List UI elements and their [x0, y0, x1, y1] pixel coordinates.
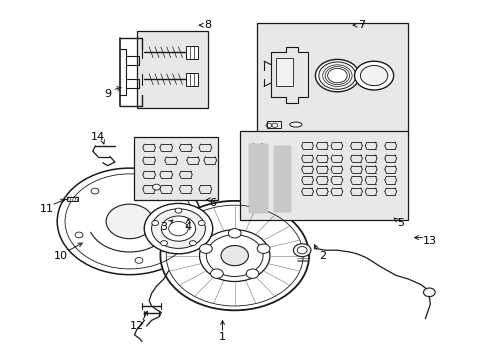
Circle shape: [318, 62, 355, 89]
Text: 2: 2: [319, 251, 325, 261]
Circle shape: [327, 68, 346, 83]
Circle shape: [423, 288, 434, 297]
Bar: [185, 46, 198, 59]
Circle shape: [221, 246, 248, 266]
Circle shape: [257, 244, 269, 253]
Circle shape: [297, 247, 306, 254]
Circle shape: [91, 188, 99, 194]
Circle shape: [151, 221, 158, 226]
Circle shape: [228, 229, 241, 238]
Text: 13: 13: [423, 236, 436, 246]
Circle shape: [293, 244, 310, 257]
Bar: [66, 197, 78, 201]
Circle shape: [152, 184, 160, 190]
Circle shape: [360, 66, 387, 86]
Circle shape: [199, 230, 269, 282]
Bar: [256, 23, 407, 135]
Bar: [137, 31, 207, 108]
Circle shape: [175, 208, 182, 213]
Text: 7: 7: [358, 20, 365, 30]
Circle shape: [199, 244, 212, 253]
Text: 11: 11: [40, 204, 53, 214]
Text: 9: 9: [104, 89, 111, 99]
Ellipse shape: [289, 122, 302, 127]
Circle shape: [144, 203, 212, 254]
Polygon shape: [257, 144, 266, 212]
Text: 1: 1: [219, 332, 225, 342]
Circle shape: [245, 269, 258, 278]
Text: 8: 8: [204, 20, 211, 30]
Bar: [185, 73, 198, 86]
Bar: [239, 131, 407, 220]
Bar: [276, 58, 293, 86]
Circle shape: [75, 232, 83, 238]
Circle shape: [151, 209, 205, 248]
Circle shape: [198, 221, 205, 226]
Text: 3: 3: [160, 222, 167, 232]
Bar: [134, 137, 217, 200]
Circle shape: [160, 201, 308, 310]
Text: 5: 5: [397, 218, 404, 228]
Circle shape: [172, 238, 180, 244]
Text: 14: 14: [91, 132, 104, 142]
Circle shape: [354, 61, 393, 90]
Polygon shape: [282, 146, 290, 211]
Bar: [266, 121, 281, 128]
Circle shape: [161, 216, 195, 241]
Text: 6: 6: [209, 198, 216, 208]
Circle shape: [189, 240, 196, 246]
Text: 10: 10: [54, 251, 68, 261]
Circle shape: [106, 204, 153, 239]
Circle shape: [135, 257, 142, 263]
Polygon shape: [249, 144, 257, 212]
Text: 4: 4: [184, 222, 191, 232]
Circle shape: [161, 240, 167, 246]
Circle shape: [315, 59, 359, 92]
Polygon shape: [273, 146, 282, 211]
Circle shape: [210, 269, 223, 278]
Text: 12: 12: [130, 321, 143, 331]
Circle shape: [57, 168, 202, 275]
